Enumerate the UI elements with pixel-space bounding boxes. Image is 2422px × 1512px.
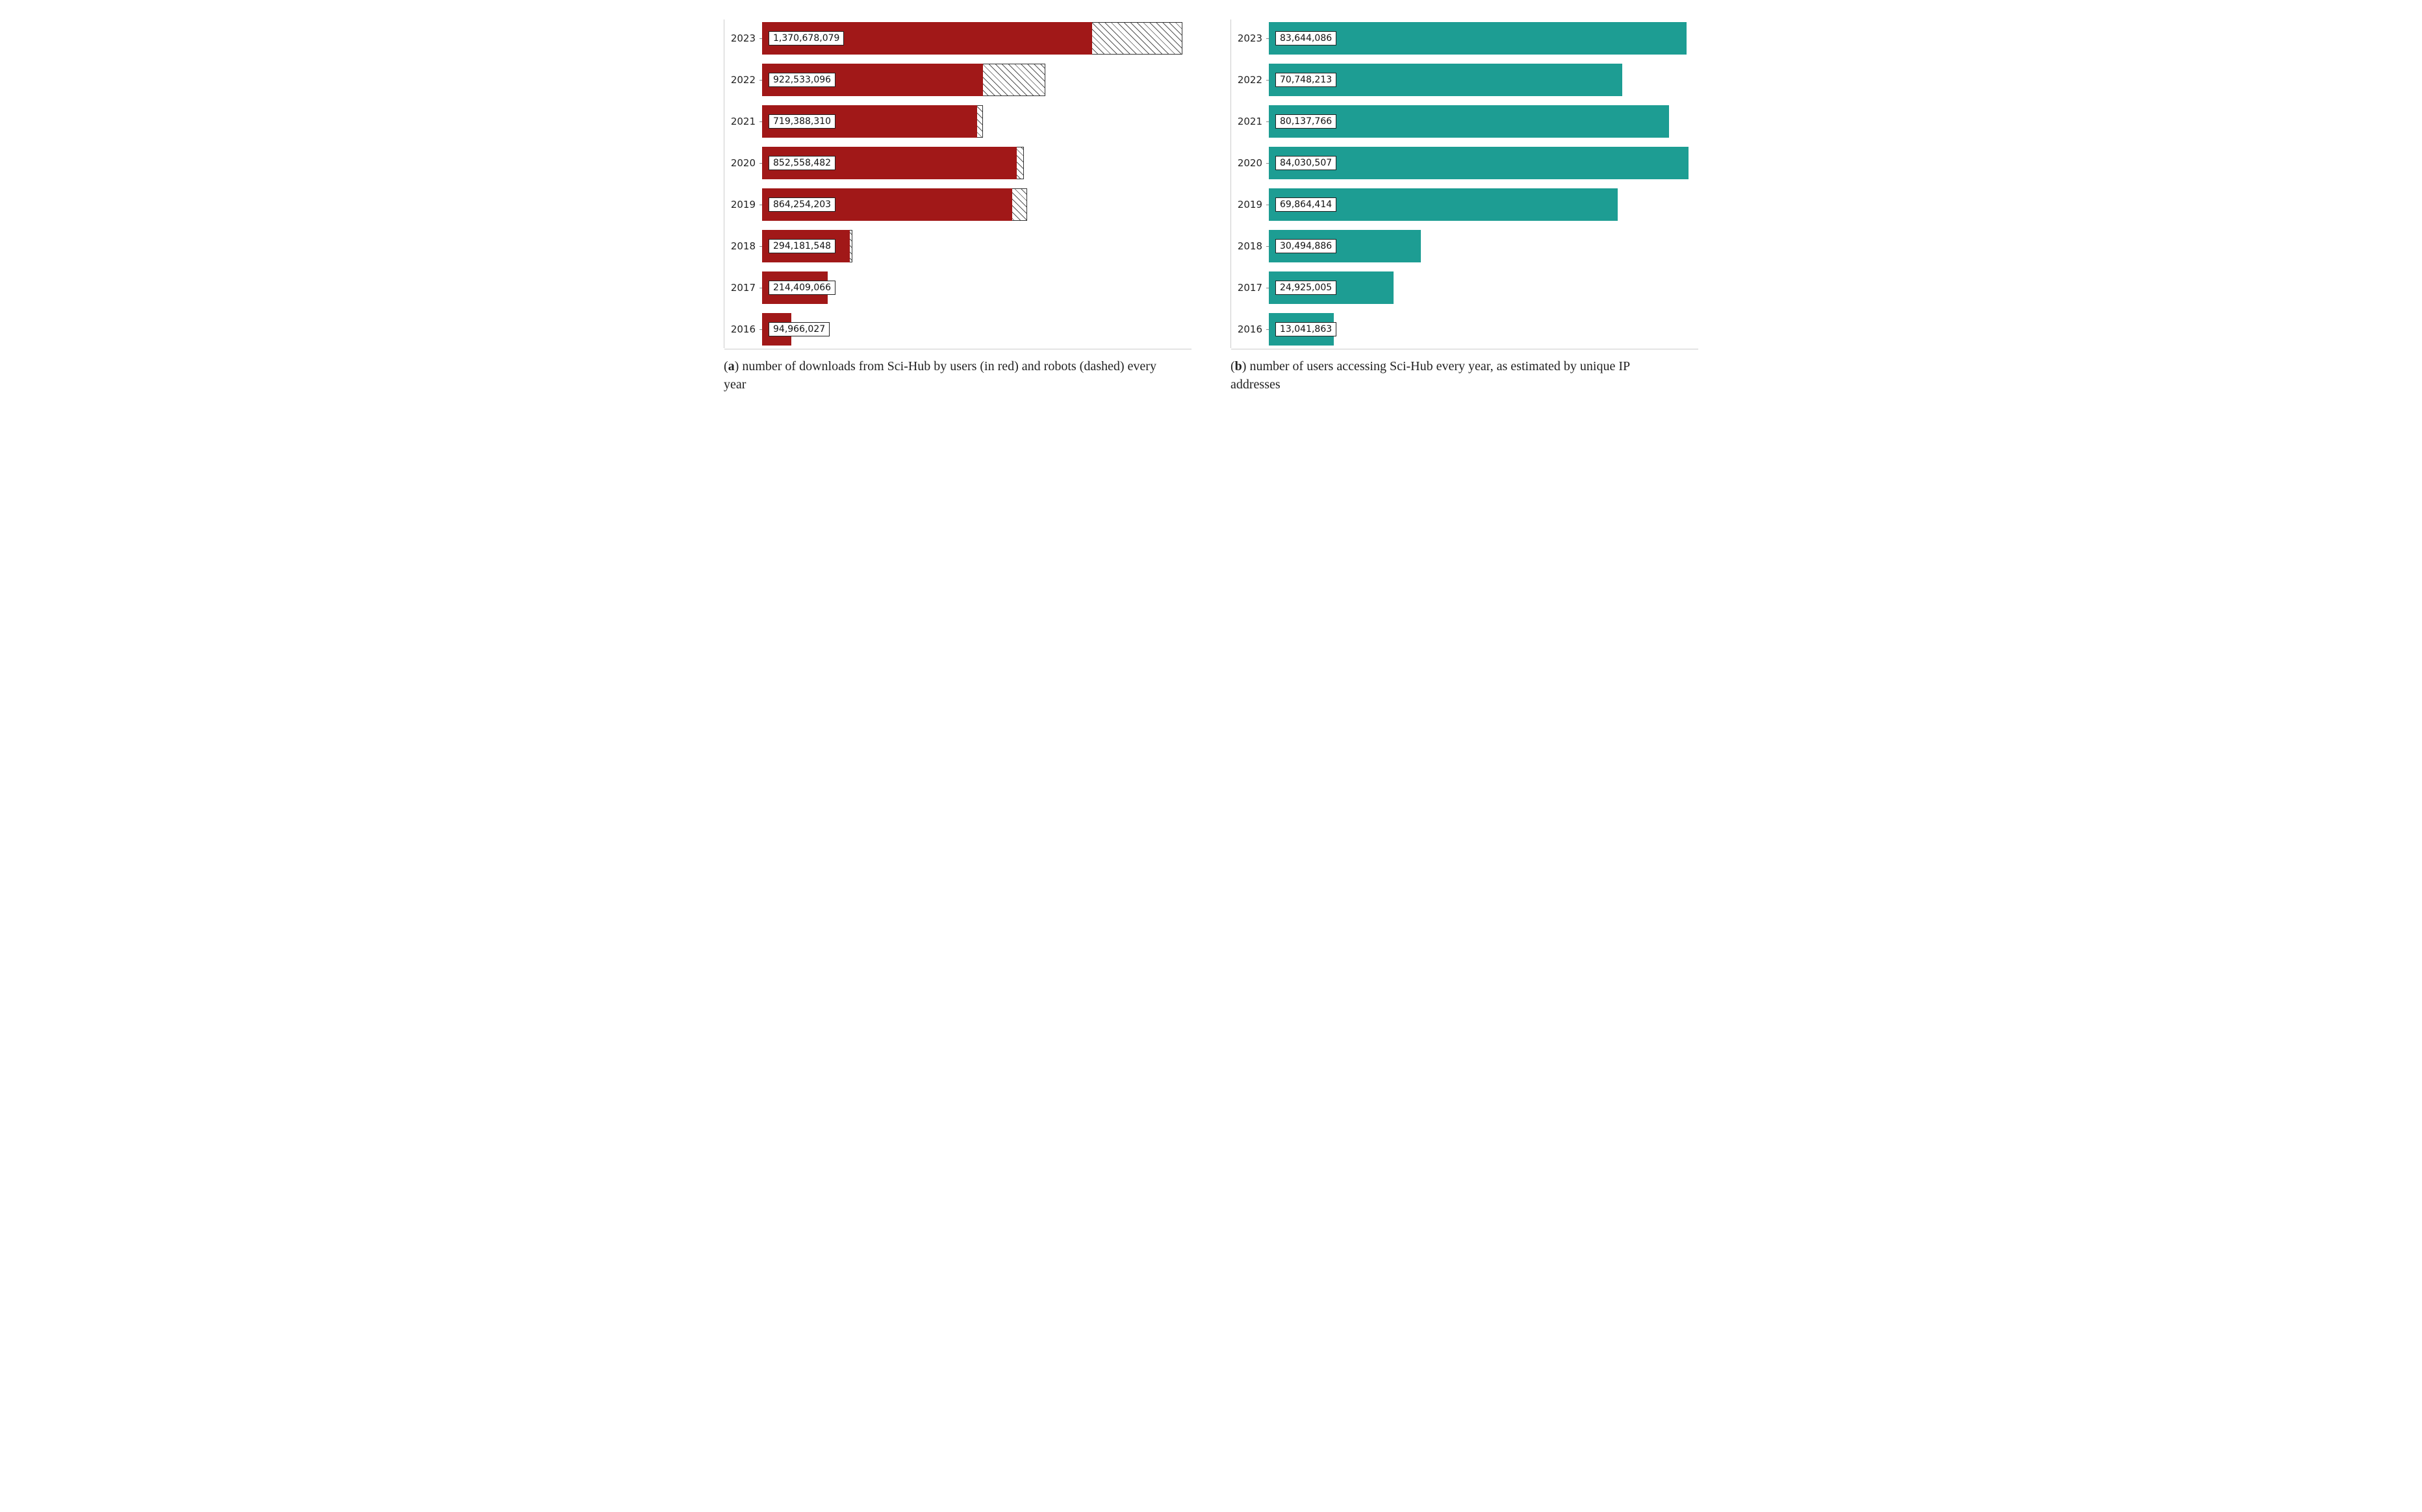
figure-container: 20231,370,678,0792022922,533,0962021719,…	[724, 19, 1698, 394]
bar-value-label: 80,137,766	[1275, 114, 1336, 129]
bar-wrap: 24,925,005	[1269, 269, 1698, 307]
bar-wrap: 83,644,086	[1269, 19, 1698, 57]
bar-row: 2020852,558,482	[762, 144, 1192, 182]
bar-value-label: 864,254,203	[769, 197, 835, 212]
bar-wrap: 30,494,886	[1269, 227, 1698, 265]
caption-b: (b) number of users accessing Sci-Hub ev…	[1230, 357, 1675, 394]
bar-wrap: 94,966,027	[762, 310, 1192, 348]
bar-wrap: 922,533,096	[762, 61, 1192, 99]
bar-row: 201724,925,005	[1269, 269, 1698, 307]
bar-row: 201969,864,414	[1269, 186, 1698, 223]
bar-value-label: 83,644,086	[1275, 31, 1336, 45]
bar-value-label: 24,925,005	[1275, 281, 1336, 295]
bar-value-label: 69,864,414	[1275, 197, 1336, 212]
caption-a-text: ) number of downloads from Sci-Hub by us…	[724, 359, 1156, 392]
y-category-label: 2022	[724, 74, 756, 86]
caption-a-prefix: (	[724, 359, 728, 373]
y-category-label: 2018	[1231, 240, 1262, 252]
bar-wrap: 1,370,678,079	[762, 19, 1192, 57]
bar-row: 202084,030,507	[1269, 144, 1698, 182]
y-category-label: 2020	[724, 157, 756, 169]
bar-row: 2019864,254,203	[762, 186, 1192, 223]
bar-row: 2021719,388,310	[762, 103, 1192, 140]
chart-a: 20231,370,678,0792022922,533,0962021719,…	[724, 19, 1192, 348]
bar-wrap: 214,409,066	[762, 269, 1192, 307]
caption-b-text: ) number of users accessing Sci-Hub ever…	[1230, 359, 1629, 392]
y-category-label: 2020	[1231, 157, 1262, 169]
bar-value-label: 922,533,096	[769, 73, 835, 87]
bar-wrap: 84,030,507	[1269, 144, 1698, 182]
bar-wrap: 69,864,414	[1269, 186, 1698, 223]
caption-b-letter: b	[1235, 359, 1242, 373]
bar-wrap: 294,181,548	[762, 227, 1192, 265]
bar-value-label: 852,558,482	[769, 156, 835, 170]
y-category-label: 2023	[1231, 32, 1262, 44]
bar-wrap: 13,041,863	[1269, 310, 1698, 348]
y-category-label: 2016	[1231, 323, 1262, 335]
bar-row: 201694,966,027	[762, 310, 1192, 348]
y-category-label: 2018	[724, 240, 756, 252]
bar-wrap: 80,137,766	[1269, 103, 1698, 140]
y-category-label: 2017	[724, 282, 756, 294]
y-category-label: 2023	[724, 32, 756, 44]
y-category-label: 2016	[724, 323, 756, 335]
bar-value-label: 30,494,886	[1275, 239, 1336, 253]
bar-row: 2017214,409,066	[762, 269, 1192, 307]
bar-value-label: 13,041,863	[1275, 322, 1336, 336]
y-category-label: 2019	[1231, 199, 1262, 210]
caption-a-letter: a	[728, 359, 735, 373]
bar-row: 201830,494,886	[1269, 227, 1698, 265]
bar-wrap: 864,254,203	[762, 186, 1192, 223]
y-category-label: 2022	[1231, 74, 1262, 86]
bar-value-label: 70,748,213	[1275, 73, 1336, 87]
chart-b: 202383,644,086202270,748,213202180,137,7…	[1230, 19, 1698, 348]
bar-row: 20231,370,678,079	[762, 19, 1192, 57]
bar-value-label: 719,388,310	[769, 114, 835, 129]
panel-b: 202383,644,086202270,748,213202180,137,7…	[1230, 19, 1698, 394]
bar-row: 202270,748,213	[1269, 61, 1698, 99]
bar-wrap: 70,748,213	[1269, 61, 1698, 99]
bar-wrap: 852,558,482	[762, 144, 1192, 182]
y-category-label: 2021	[724, 116, 756, 127]
caption-a: (a) number of downloads from Sci-Hub by …	[724, 357, 1168, 394]
bar-row: 201613,041,863	[1269, 310, 1698, 348]
bar-row: 202180,137,766	[1269, 103, 1698, 140]
bar-wrap: 719,388,310	[762, 103, 1192, 140]
bar-value-label: 214,409,066	[769, 281, 835, 295]
y-category-label: 2019	[724, 199, 756, 210]
caption-b-prefix: (	[1230, 359, 1235, 373]
bar-row: 2022922,533,096	[762, 61, 1192, 99]
bar-value-label: 294,181,548	[769, 239, 835, 253]
y-category-label: 2017	[1231, 282, 1262, 294]
bar-row: 202383,644,086	[1269, 19, 1698, 57]
bar-value-label: 1,370,678,079	[769, 31, 844, 45]
bar-value-label: 94,966,027	[769, 322, 830, 336]
y-category-label: 2021	[1231, 116, 1262, 127]
bar-value-label: 84,030,507	[1275, 156, 1336, 170]
bar-row: 2018294,181,548	[762, 227, 1192, 265]
panel-a: 20231,370,678,0792022922,533,0962021719,…	[724, 19, 1192, 394]
